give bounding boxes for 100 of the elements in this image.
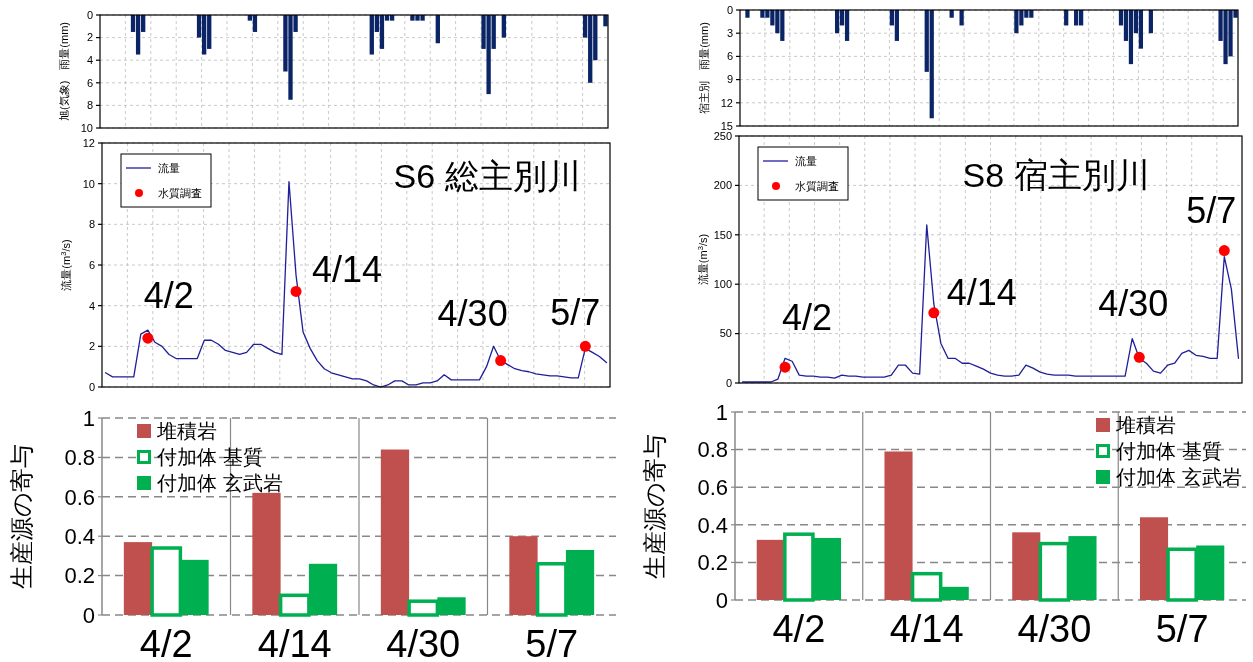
x-tick-label: 4/14 (257, 623, 332, 662)
y-tick-label: 250 (713, 129, 732, 142)
point (495, 355, 507, 367)
chart-title: S6 総主別川 (393, 157, 581, 195)
bar (1148, 10, 1153, 34)
y-tick-label: 50 (719, 327, 732, 340)
y-tick-label: 150 (713, 228, 732, 241)
bar (1012, 532, 1041, 600)
line-series (741, 224, 1240, 383)
y-tick-label: 6 (88, 258, 95, 271)
x-tick-label: 4/2 (139, 623, 193, 662)
bar (123, 542, 153, 615)
x-tick-label: 4/30 (1017, 608, 1092, 650)
legend-label: 堆積岩 (156, 420, 217, 442)
legend-label: 付加体 玄武岩 (1115, 466, 1242, 488)
y-tick-label: 15 (720, 119, 733, 132)
point (290, 285, 302, 297)
bar (1138, 10, 1143, 49)
text: S8 宿主別川 (962, 156, 1150, 194)
y-tick-label: 200 (713, 179, 732, 192)
bar (1014, 10, 1019, 34)
x-tick-label: 4/14 (889, 608, 964, 650)
y-tick-label: 0.2 (697, 550, 728, 576)
bar (501, 15, 507, 38)
y-tick-label: 4 (88, 299, 95, 312)
y-tick-label: 10 (80, 121, 93, 134)
annotation: 4/14 (946, 271, 1017, 313)
bar (135, 15, 141, 55)
legend-label: 付加体 玄武岩 (156, 472, 283, 494)
legend-label: 水質調査 (795, 180, 839, 192)
legend-label: 付加体 基質 (1115, 440, 1222, 462)
y-tick-label: 2 (88, 340, 95, 353)
bar (1128, 10, 1134, 65)
y-tick-label: 9 (726, 73, 733, 86)
y-tick-label: 8 (86, 99, 93, 112)
bar (745, 10, 750, 18)
y-tick-label: 0 (86, 8, 93, 21)
legend-label: 付加体 基質 (156, 446, 263, 468)
bar (834, 10, 840, 34)
bar (894, 10, 899, 41)
y-tick-label: 0 (726, 3, 733, 16)
y-tick-label: 0.2 (64, 563, 95, 589)
bar (844, 10, 850, 41)
annotation: 5/7 (550, 292, 601, 334)
y-tick-label: 0.6 (697, 474, 728, 500)
y-tick-label: 0.8 (64, 445, 95, 471)
y-tick-label: 0.4 (64, 523, 95, 549)
bar (884, 451, 913, 600)
bar (252, 492, 281, 615)
bar (380, 449, 410, 615)
y-tick-label: 0 (715, 587, 728, 613)
y-axis-title: 宿主別 雨量(mm) (698, 22, 710, 114)
y-tick-label: 0 (88, 380, 95, 393)
annotation: 4/2 (782, 297, 833, 339)
bar (756, 539, 785, 600)
y-tick-label: 12 (82, 136, 95, 149)
x-tick-label: 4/30 (386, 623, 461, 662)
x-tick-label: 5/7 (525, 623, 579, 662)
y-tick-label: 1 (715, 399, 728, 425)
y-tick-label: 4 (86, 54, 93, 67)
y-tick-label: 0 (725, 376, 732, 389)
bar (959, 10, 964, 26)
y-tick-label: 6 (86, 76, 93, 89)
legend-label: 堆積岩 (1115, 414, 1176, 436)
legend-label: 流量 (795, 155, 817, 167)
annotation: 5/7 (1186, 189, 1237, 231)
y-tick-label: 8 (88, 218, 95, 231)
y-tick-label: 12 (720, 96, 733, 109)
x-tick-label: 4/2 (772, 608, 826, 650)
y-tick-label: 0.6 (64, 484, 95, 510)
x-tick-label: 5/7 (1155, 608, 1209, 650)
bar (929, 10, 934, 119)
y-tick-label: 3 (726, 27, 733, 40)
point (142, 332, 154, 344)
y-tick-label: 10 (82, 177, 95, 190)
y-tick-label: 0.4 (697, 512, 728, 538)
y-tick-label: 1 (82, 405, 95, 431)
bar (201, 15, 207, 55)
point (928, 307, 940, 319)
y-axis-title: 生産源の寄与 (8, 444, 35, 589)
bar (509, 536, 538, 615)
bar (379, 15, 385, 49)
legend-label: 流量 (158, 162, 180, 174)
annotation: 4/14 (311, 249, 383, 291)
y-tick-label: 2 (86, 31, 93, 44)
y-tick-label: 0 (82, 602, 95, 628)
annotation: 4/30 (437, 292, 508, 334)
y-tick-label: 6 (726, 50, 733, 63)
annotation: 4/2 (143, 275, 194, 317)
point (779, 361, 791, 373)
annotation: 4/30 (1098, 283, 1169, 325)
point (1133, 351, 1145, 363)
y-tick-label: 100 (713, 278, 732, 291)
y-axis-title: 旭(気象) 雨量(mm) (58, 22, 70, 121)
point (579, 340, 591, 352)
y-tick-label: 0.8 (697, 437, 728, 463)
y-axis-title: 生産源の寄与 (641, 433, 668, 579)
legend-label: 水質調査 (158, 187, 202, 199)
bar (1139, 517, 1169, 600)
point (1218, 245, 1230, 257)
